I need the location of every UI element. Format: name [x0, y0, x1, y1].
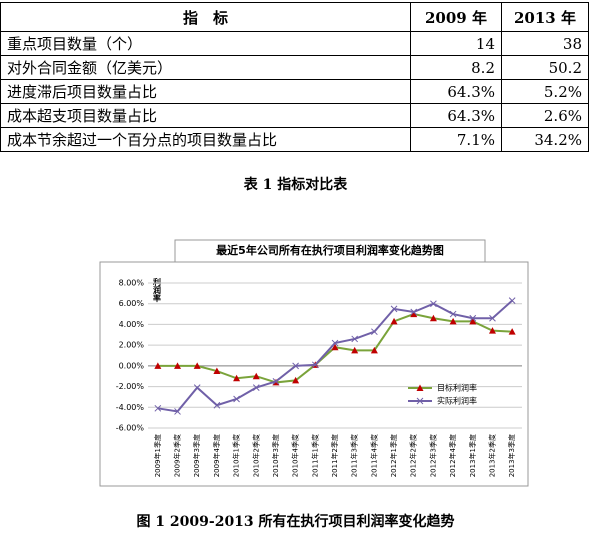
table-cell: 7.1% [410, 127, 502, 152]
x-tick-label: 2012年4季度 [448, 434, 457, 477]
table-cell: 50.2 [501, 55, 589, 80]
table-cell: 38 [501, 31, 589, 56]
x-tick-label: 2011年1季度 [310, 434, 319, 477]
header-cell: 2013 年 [501, 2, 589, 32]
table-cell: 对外合同金额（亿美元） [0, 55, 411, 80]
marker [508, 297, 516, 304]
table-row: 进度滞后项目数量占比 64.3% 5.2% [0, 79, 589, 104]
table-cell: 64.3% [410, 79, 502, 104]
marker [154, 362, 162, 369]
table-cell: 8.2 [410, 55, 502, 80]
table-cell: 34.2% [501, 127, 589, 152]
x-tick-label: 2010年2季度 [251, 434, 260, 477]
marker [292, 362, 299, 370]
table-row: 成本节余超过一个百分点的项目数量占比 7.1% 34.2% [0, 127, 589, 152]
y-tick-label: 2.00% [119, 341, 145, 350]
x-tick-label: 2012年2季度 [409, 434, 418, 477]
marker [174, 408, 181, 415]
y-tick-label: 8.00% [119, 279, 145, 288]
marker [213, 367, 221, 375]
marker [233, 374, 241, 382]
table-cell: 2.6% [501, 103, 589, 128]
x-tick-label: 2013年3季度 [507, 434, 516, 477]
chart-title: 最近5年公司所有在执行项目利润率变化趋势图 [216, 243, 444, 257]
table-cell: 5.2% [501, 79, 589, 104]
marker [371, 328, 378, 336]
marker [430, 300, 437, 308]
x-tick-label: 2011年3季度 [350, 434, 359, 477]
x-tick-label: 2009年2季度 [173, 434, 182, 477]
marker [390, 317, 398, 325]
table-cell: 成本节余超过一个百分点的项目数量占比 [0, 127, 411, 152]
marker [390, 305, 398, 313]
marker [331, 343, 339, 351]
legend-marker [416, 384, 424, 391]
marker [370, 346, 378, 354]
table-cell: 重点项目数量（个） [0, 31, 411, 56]
indicator-table: 指 标 2009 年 2013 年 重点项目数量（个） 14 38 对外合同金额（亿美元）… [0, 2, 589, 152]
y-tick-label: 0.00% [119, 361, 145, 370]
legend-marker [416, 397, 424, 405]
x-tick-label: 2012年3季度 [428, 434, 437, 477]
table-cell: 进度滞后项目数量占比 [0, 79, 411, 104]
marker [193, 362, 201, 369]
x-tick-label: 2010年1季度 [232, 434, 241, 477]
legend-label: 目标利润率 [437, 383, 477, 393]
y-tick-label: -6.00% [116, 424, 145, 433]
marker [193, 384, 201, 391]
y-tick-label: -2.00% [116, 382, 145, 391]
marker [508, 328, 516, 335]
x-tick-label: 2013年2季度 [487, 434, 496, 477]
marker [272, 378, 280, 385]
marker [429, 314, 437, 322]
marker [351, 335, 359, 343]
x-tick-label: 2009年4季度 [212, 434, 221, 477]
marker [292, 376, 300, 384]
title-box [174, 239, 486, 263]
marker [311, 361, 319, 369]
x-tick-label: 2010年4季度 [291, 434, 300, 477]
table-cell: 64.3% [410, 103, 502, 128]
plot-frame [99, 261, 529, 487]
x-tick-label: 2010年3季度 [271, 434, 280, 477]
marker [449, 317, 457, 325]
y-axis-label: 利润率 [153, 277, 162, 303]
chart: 最近5年公司所有在执行项目利润率变化趋势图 利润率 -6.00% -4.00% -2… [99, 239, 529, 487]
marker [469, 317, 477, 325]
table-caption: 表 1 指标对比表 [243, 177, 348, 193]
x-tick-label: 2011年4季度 [369, 434, 378, 477]
marker [449, 310, 457, 318]
x-tick-label: 2011年2季度 [330, 434, 339, 477]
marker [252, 372, 260, 380]
header-cell: 指 标 [0, 2, 411, 32]
table-row: 成本超支项目数量占比 64.3% 2.6% [0, 103, 589, 128]
x-tick-label: 2009年3季度 [192, 434, 201, 477]
marker [213, 401, 221, 409]
marker [488, 327, 496, 334]
table-cell: 成本超支项目数量占比 [0, 103, 411, 128]
marker [252, 384, 260, 391]
x-tick-label: 2012年1季度 [389, 434, 398, 477]
y-tick-label: 6.00% [119, 299, 145, 308]
marker [489, 314, 496, 322]
x-tick-label: 2013年1季度 [468, 434, 477, 477]
marker [469, 314, 477, 322]
x-tick-label: 2009年1季度 [153, 434, 162, 477]
marker [233, 395, 240, 403]
y-tick-label: 4.00% [119, 320, 145, 329]
marker [154, 404, 162, 412]
figure-caption: 图 1 2009-2013 所有在执行项目利润率变化趋势 [136, 514, 455, 530]
table-row: 重点项目数量（个） 14 38 [0, 31, 589, 56]
marker [331, 339, 339, 347]
header-cell: 2009 年 [410, 2, 502, 32]
table-cell: 14 [410, 31, 502, 56]
legend-label: 实际利润率 [437, 396, 477, 406]
marker [174, 362, 182, 369]
table-row: 对外合同金额（亿美元） 8.2 50.2 [0, 55, 589, 80]
marker [410, 308, 418, 316]
marker [410, 310, 418, 318]
marker [351, 346, 359, 354]
y-tick-label: -4.00% [116, 403, 145, 412]
